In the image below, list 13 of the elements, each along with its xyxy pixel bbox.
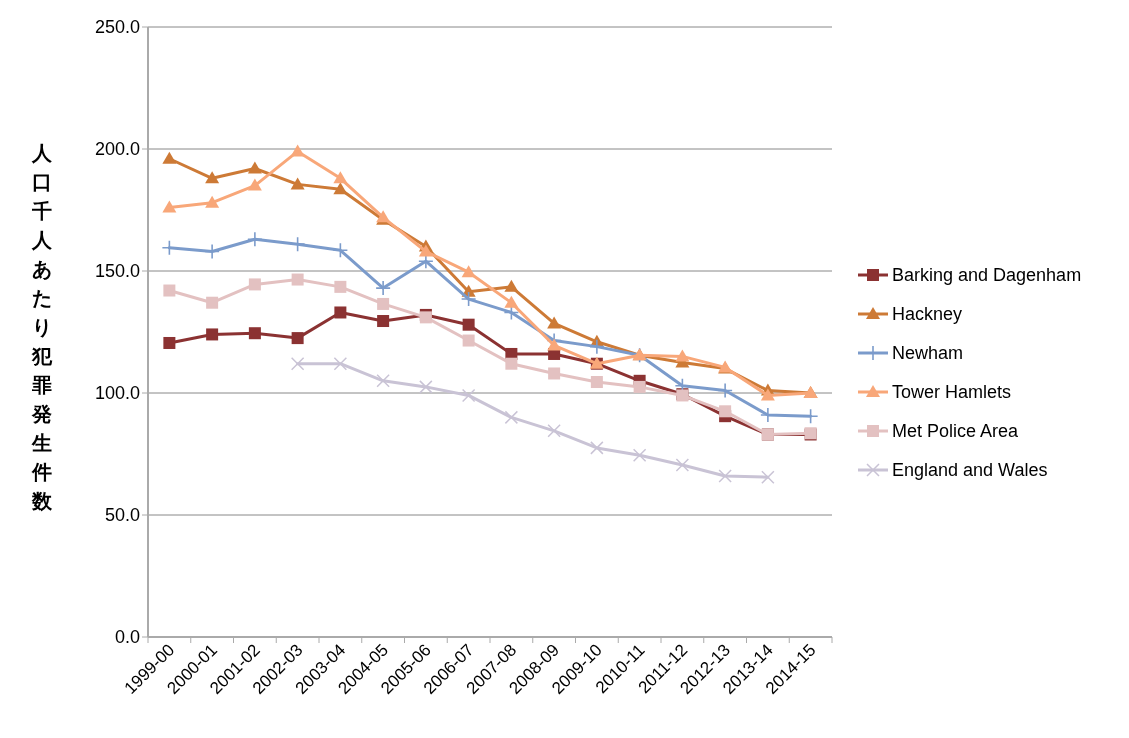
text: 人口千人あたり犯罪発生件数 <box>32 141 52 513</box>
legend-label: Barking and Dagenham <box>892 265 1082 286</box>
legend-label: England and Wales <box>892 460 1048 481</box>
legend-label: Met Police Area <box>892 421 1020 442</box>
y-tick-label: 50.0 <box>104 505 140 526</box>
legend-label: Newham <box>892 343 964 364</box>
y-tick-label: 0.0 <box>114 627 140 648</box>
legend-label: Tower Hamlets <box>892 382 1012 403</box>
y-tick-label: 150.0 <box>94 261 140 282</box>
legend-label: Hackney <box>892 304 963 325</box>
y-tick-label: 200.0 <box>94 139 140 160</box>
y-tick-label: 250.0 <box>94 17 140 38</box>
y-tick-label: 100.0 <box>94 383 140 404</box>
